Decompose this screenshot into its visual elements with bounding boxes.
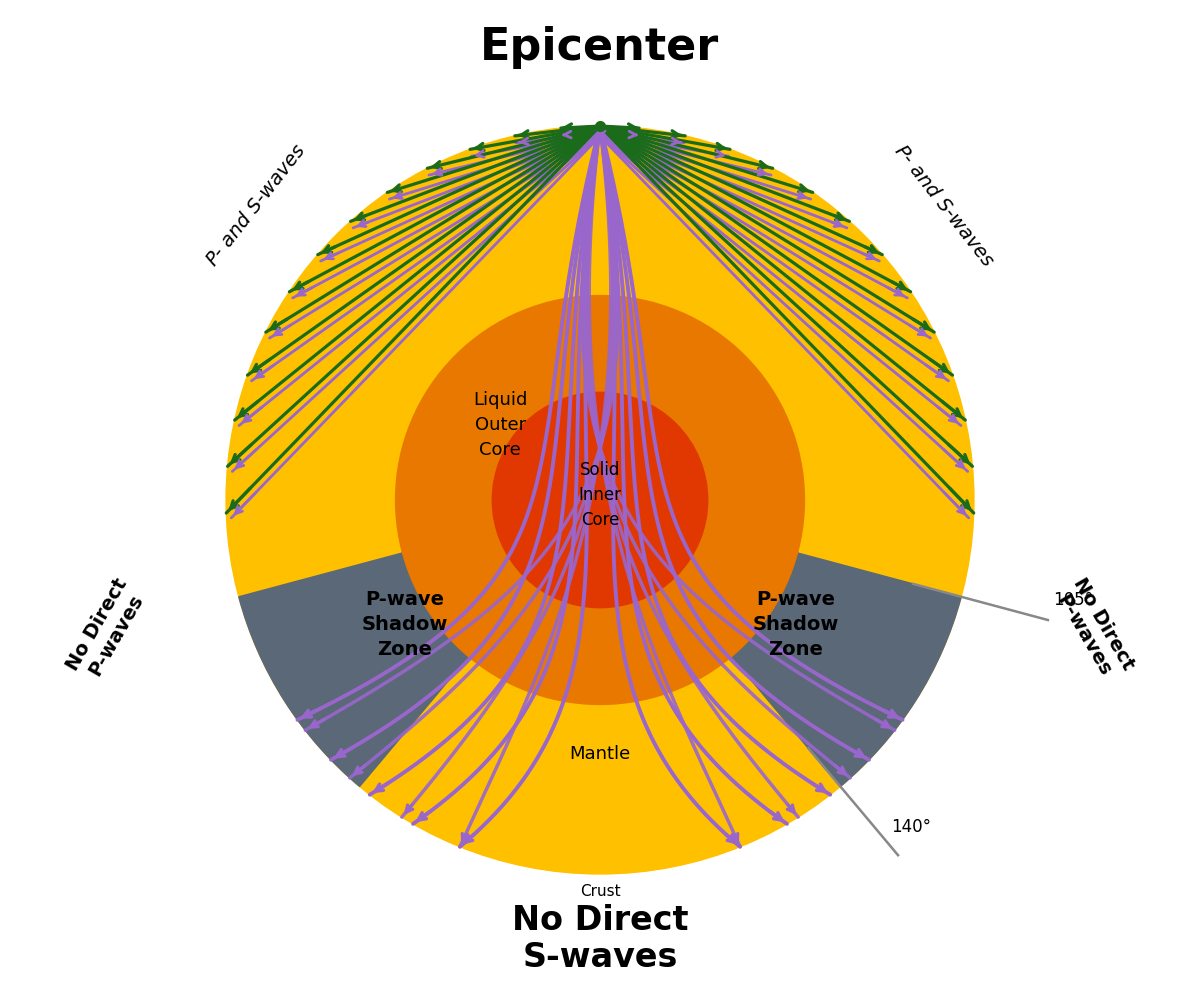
Text: No Direct
P-waves: No Direct P-waves <box>1050 575 1138 685</box>
Text: Crust: Crust <box>580 884 620 899</box>
Text: 105°: 105° <box>1054 591 1093 609</box>
Circle shape <box>396 296 804 704</box>
Text: P- and S-waves: P- and S-waves <box>892 142 997 270</box>
Wedge shape <box>600 500 961 786</box>
Text: P-wave
Shadow
Zone: P-wave Shadow Zone <box>361 590 448 659</box>
Text: Liquid
Outer
Core: Liquid Outer Core <box>473 391 528 459</box>
Text: Mantle: Mantle <box>569 745 631 763</box>
Text: 140°: 140° <box>890 818 931 836</box>
Text: Solid
Inner
Core: Solid Inner Core <box>578 461 622 529</box>
Circle shape <box>226 126 974 874</box>
Text: No Direct
S-waves: No Direct S-waves <box>511 904 689 974</box>
Wedge shape <box>239 500 600 786</box>
Text: No Direct
P-waves: No Direct P-waves <box>62 575 150 685</box>
Text: P- and S-waves: P- and S-waves <box>203 142 308 270</box>
Text: P-wave
Shadow
Zone: P-wave Shadow Zone <box>752 590 839 659</box>
Circle shape <box>492 392 708 608</box>
Text: Epicenter: Epicenter <box>480 26 720 69</box>
